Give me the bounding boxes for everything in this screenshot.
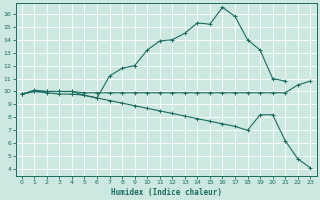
X-axis label: Humidex (Indice chaleur): Humidex (Indice chaleur) xyxy=(110,188,221,197)
